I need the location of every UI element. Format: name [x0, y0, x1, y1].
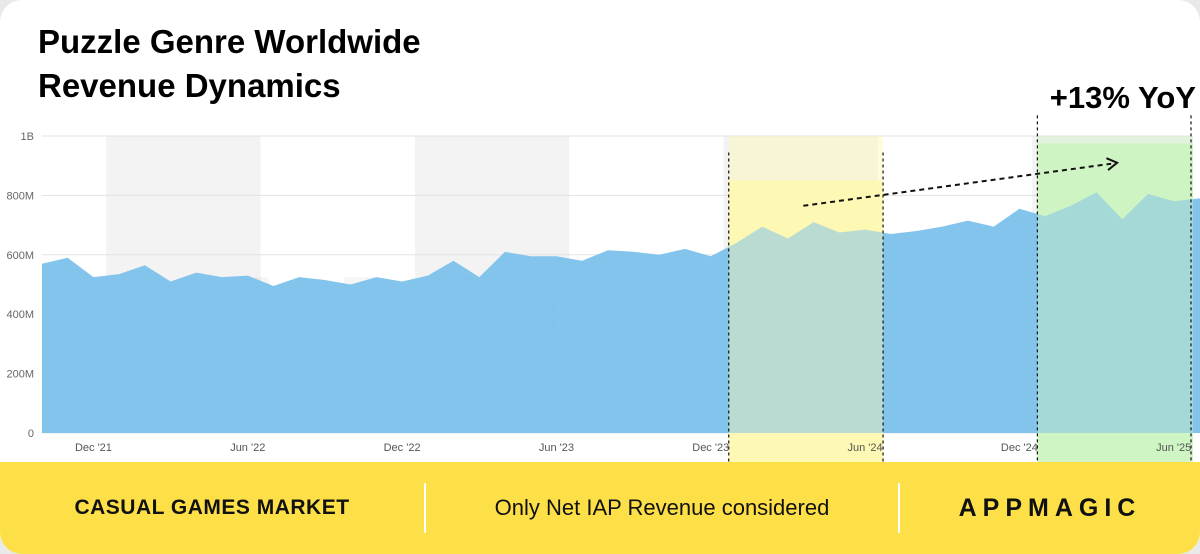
x-tick-label: Jun '23 — [539, 442, 574, 454]
appmagic-logo: APPMAGIC — [900, 494, 1200, 523]
y-axis: 0 200M 400M 600M 800M 1B — [6, 131, 34, 440]
revenue-note: Only Net IAP Revenue considered — [494, 495, 830, 520]
x-tick-label: Jun '22 — [230, 442, 265, 454]
x-tick-label: Dec '21 — [75, 442, 112, 454]
x-axis: Dec '21 Jun '22 Dec '22 Jun '23 Dec '23 Jun '… — [75, 442, 1191, 454]
x-tick-label: Jun '25 — [1156, 442, 1191, 454]
chart-title-line-2: Revenue Dynamics — [38, 67, 341, 104]
highlight-tint — [728, 136, 884, 433]
brand-wordmark: APPMAGIC — [958, 493, 1142, 522]
footer-divider — [424, 483, 426, 533]
trend-arrow-head — [1106, 157, 1120, 171]
x-tick-label: Dec '22 — [384, 442, 421, 454]
y-tick-label: 1B — [21, 131, 34, 143]
revenue-area — [42, 192, 1200, 433]
market-label: CASUAL GAMES MARKET — [74, 496, 350, 519]
highlight-tint — [1037, 136, 1193, 433]
chart-title: Puzzle Genre Worldwide Revenue Dynamics — [38, 20, 421, 108]
y-tick-label: 0 — [28, 428, 34, 440]
y-tick-label: 800M — [6, 190, 34, 202]
x-tick-label: Jun '24 — [847, 442, 882, 454]
highlight-borders — [728, 115, 1193, 462]
yoy-growth-label: +13% YoY — [1049, 80, 1196, 115]
y-tick-label: 200M — [6, 369, 34, 381]
x-tick-label: Dec '24 — [1001, 442, 1038, 454]
trend-arrow-line — [803, 162, 1112, 207]
x-tick-label: Dec '23 — [692, 442, 729, 454]
chart-title-line-1: Puzzle Genre Worldwide — [38, 23, 421, 60]
y-tick-label: 400M — [6, 309, 34, 321]
trend-arrow — [803, 157, 1120, 207]
footer-divider — [898, 483, 900, 533]
y-tick-label: 600M — [6, 250, 34, 262]
footer-bar: CASUAL GAMES MARKET Only Net IAP Revenue… — [0, 462, 1200, 554]
